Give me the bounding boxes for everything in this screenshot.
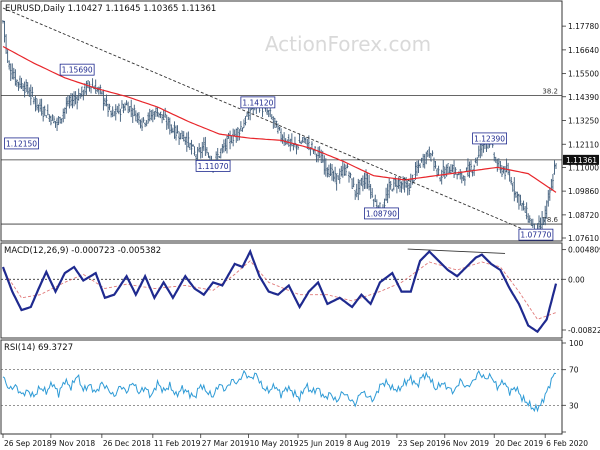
price-tick-label: 1.12110	[568, 140, 599, 149]
fib-level-label: 38.2	[542, 88, 558, 96]
macd-tick-label: 0.004809	[568, 246, 600, 255]
price-tick-label: 1.08720	[568, 211, 599, 220]
price-panel: ActionForex.com EURUSD,Daily 1.10427 1.1…	[0, 0, 599, 243]
rsi-tick-label: 30	[569, 401, 579, 410]
macd-y-axis: 0.004809 0.00 -0.008227	[562, 246, 600, 335]
x-tick-label: 25 Jun 2019	[299, 439, 344, 448]
macd-title: MACD(12,26,9) -0.000723 -0.005382	[4, 246, 161, 256]
macd-tick-label: 0.00	[568, 275, 585, 284]
x-tick-label: 11 Feb 2019	[154, 439, 201, 448]
price-tick-label: 1.09860	[568, 187, 599, 196]
price-annotation: 1.07770	[518, 228, 554, 241]
x-tick-label: 23 Sep 2019	[398, 439, 446, 448]
x-tick-label: 6 Nov 2019	[446, 439, 489, 448]
annotation-box	[240, 96, 276, 109]
annotation-box	[364, 207, 399, 220]
rsi-tick-label: 100	[569, 339, 584, 348]
price-annotation: 1.08790	[364, 207, 399, 220]
price-tick-label: 1.13250	[568, 117, 599, 126]
x-tick-label: 27 Mar 2019	[202, 439, 250, 448]
price-panel-frame	[0, 0, 563, 242]
price-tick-label: 1.15500	[568, 70, 599, 79]
x-tick-label: 26 Dec 2018	[103, 439, 151, 448]
price-annotation: 1.12150	[4, 137, 39, 150]
x-tick-label: 10 May 2019	[250, 439, 299, 448]
annotation-label: 1.08790	[366, 209, 397, 218]
annotation-label: 1.14120	[242, 98, 273, 107]
moving-average-line	[2, 45, 557, 193]
price-tick-label: 1.16640	[568, 46, 599, 55]
x-tick-label: 9 Nov 2018	[52, 439, 95, 448]
x-tick-label: 6 Feb 2020	[546, 439, 588, 448]
price-annotations: 1.15690 1.12150 1.14120 1.11070 1.08790 1.123…	[4, 63, 554, 241]
annotation-box	[472, 132, 507, 145]
rsi-y-axis: 100 70 30	[562, 339, 584, 433]
x-tick-label: 8 Aug 2019	[347, 439, 390, 448]
macd-panel-frame	[0, 242, 563, 339]
price-annotation: 1.15690	[59, 63, 95, 76]
annotation-label: 1.12150	[6, 139, 37, 148]
macd-signal-line	[2, 260, 557, 320]
annotation-box	[4, 137, 39, 150]
x-axis: 26 Sep 2018 9 Nov 2018 26 Dec 2018 11 Feb 2…	[1, 433, 588, 448]
annotation-label: 1.15690	[62, 66, 93, 75]
trendline	[2, 7, 537, 236]
macd-divergence-line	[407, 248, 506, 254]
price-horizontal-lines: 38.2 78.6	[1, 88, 562, 225]
macd-tick-label: -0.008227	[568, 326, 600, 335]
rsi-level-lines	[1, 369, 562, 406]
annotation-label: 1.12390	[474, 134, 505, 143]
macd-panel: MACD(12,26,9) -0.000723 -0.005382 0.0048…	[0, 242, 600, 339]
price-tick-label: 1.07610	[568, 234, 599, 243]
current-price-box	[563, 154, 599, 165]
macd-line	[1, 248, 558, 334]
x-tick-label: 20 Dec 2019	[495, 439, 543, 448]
x-tick-label: 26 Sep 2018	[4, 439, 52, 448]
price-tick-label: 1.17780	[568, 22, 599, 31]
rsi-tick-label: 70	[569, 366, 579, 375]
price-annotation: 1.11070	[195, 160, 231, 172]
rsi-title: RSI(14) 69.3727	[4, 343, 73, 353]
price-annotation: 1.12390	[472, 132, 507, 145]
price-y-axis: 1.17780 1.16640 1.15500 1.14390 1.13250 1.121…	[562, 22, 599, 243]
annotation-label: 1.11070	[198, 162, 229, 171]
price-annotation: 1.14120	[240, 96, 276, 109]
fib-level-label: 78.6	[542, 216, 558, 224]
annotation-label: 1.07770	[520, 231, 551, 240]
annotation-box	[59, 63, 95, 76]
annotation-box	[195, 160, 231, 172]
watermark: ActionForex.com	[265, 32, 431, 56]
current-price-label: 1.11361	[566, 156, 597, 165]
price-tick-label: 1.14390	[568, 93, 599, 102]
annotation-box	[518, 228, 554, 241]
price-tick-label: 1.11000	[568, 163, 599, 172]
rsi-line	[2, 369, 557, 413]
price-title: EURUSD,Daily 1.10427 1.11645 1.10365 1.1…	[5, 4, 216, 14]
